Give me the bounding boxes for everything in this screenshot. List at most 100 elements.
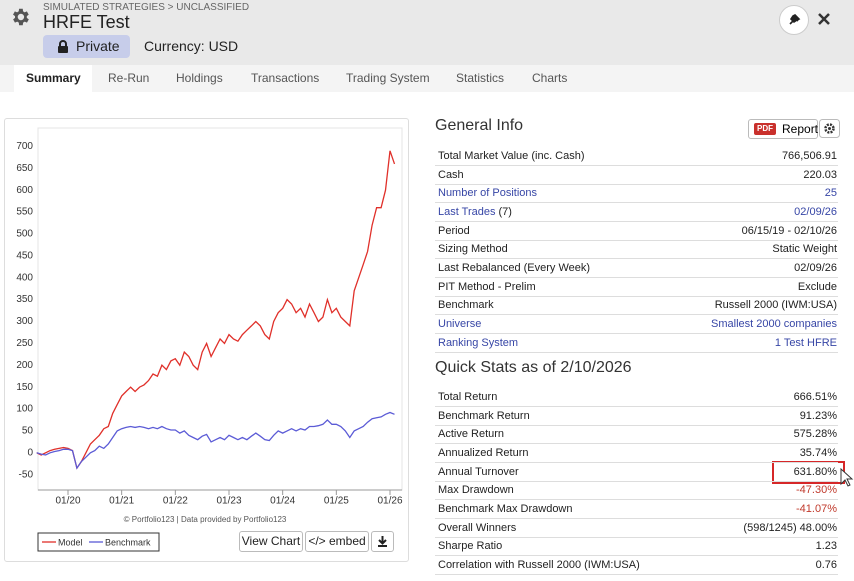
y-tick-label: 500 — [16, 229, 33, 240]
row-value: (598/1245) 48.00% — [743, 521, 837, 534]
info-row: Annualized Return 35.74% — [435, 444, 838, 463]
info-row: Sharpe Ratio 1.23 — [435, 537, 838, 557]
report-text: Report — [782, 122, 819, 136]
info-row: Total Market Value (inc. Cash) 766,506.91 — [435, 147, 838, 166]
y-tick-label: -50 — [19, 469, 34, 480]
series-line — [36, 150, 396, 470]
tab[interactable]: Re-Run — [108, 71, 150, 85]
currency: Currency: USD — [144, 38, 239, 54]
row-value[interactable]: 1 Test HFRE — [774, 336, 837, 349]
label-text: Sharpe Ratio — [438, 540, 503, 553]
info-row: Correlation with Russell 2000 (IWM:USA) 0… — [435, 556, 838, 575]
row-label: Number of Positions — [438, 184, 537, 202]
pin-button[interactable] — [779, 5, 809, 35]
label-text[interactable]: Ranking System — [438, 336, 519, 349]
row-value: Russell 2000 (IWM:USA) — [714, 299, 837, 312]
label-text: Benchmark — [438, 299, 494, 312]
label-text: Sizing Method — [438, 243, 508, 256]
info-row: Benchmark Max Drawdown -41.07% — [435, 500, 838, 519]
private-badge[interactable]: Private — [43, 35, 130, 58]
row-label: Sharpe Ratio — [438, 537, 502, 555]
label-text: Annual Turnover — [438, 465, 519, 478]
info-row: Total Return 666.51% — [435, 388, 838, 407]
info-row: Benchmark Russell 2000 (IWM:USA) — [435, 296, 838, 316]
x-tick-label: 01/21 — [109, 496, 134, 507]
chart: -50 0 50 100 150 200 250 300 350 400 450 500 550 600 6… — [16, 127, 403, 552]
row-value[interactable]: 02/09/26 — [794, 205, 837, 218]
lock-icon — [58, 40, 68, 53]
close-button[interactable] — [816, 11, 832, 27]
label-text: Cash — [438, 168, 464, 181]
info-row: Max Drawdown -47.30% — [435, 481, 838, 501]
row-label: Max Drawdown — [438, 481, 514, 499]
row-value[interactable]: Smallest 2000 companies — [711, 317, 837, 330]
row-label: Universe — [438, 315, 481, 333]
report-button[interactable]: PDF Report — [748, 119, 818, 139]
row-value: 666.51% — [793, 391, 837, 403]
info-row: Universe Smallest 2000 companies — [435, 315, 838, 334]
label-text: Benchmark Return — [438, 409, 530, 422]
label-text: Annualized Return — [438, 446, 529, 459]
row-label: Sizing Method — [438, 240, 508, 258]
row-value: 02/09/26 — [794, 261, 837, 274]
tab[interactable]: Charts — [532, 71, 568, 85]
label-text[interactable]: Number of Positions — [438, 187, 538, 200]
y-tick-label: 650 — [16, 163, 33, 174]
y-tick-label: 600 — [16, 185, 33, 196]
info-row: Period 06/15/19 - 02/10/26 — [435, 222, 838, 241]
section-title: Quick Stats as of 2/10/2026 — [435, 359, 632, 376]
view-chart-button[interactable]: View Chart — [239, 531, 303, 552]
label-text: Max Drawdown — [438, 484, 514, 497]
info-row: Benchmark Return 91.23% — [435, 407, 838, 426]
row-value[interactable]: 25 — [824, 187, 837, 200]
y-tick-label: 50 — [22, 426, 34, 437]
tab[interactable]: Statistics — [456, 71, 505, 85]
row-label: Active Return — [438, 425, 504, 443]
info-row: Last Rebalanced (Every Week) 02/09/26 — [435, 259, 838, 278]
label-text: Total Return — [438, 391, 498, 403]
tab[interactable]: Transactions — [251, 71, 320, 85]
pin-icon — [789, 14, 801, 25]
report-settings[interactable] — [819, 119, 840, 138]
row-label: Annual Turnover — [438, 463, 519, 481]
label-text: Period — [438, 224, 470, 237]
row-value: 0.76 — [815, 558, 837, 571]
y-tick-label: 150 — [16, 382, 33, 393]
legend-label: Benchmark — [105, 537, 151, 547]
row-label: Benchmark Max Drawdown — [438, 500, 573, 518]
info-row: Active Return 575.28% — [435, 425, 838, 445]
header: SIMULATED STRATEGIES > UNCLASSIFIED HRFE… — [0, 0, 854, 65]
row-label: Benchmark Return — [438, 407, 530, 425]
label-text: Benchmark Max Drawdown — [438, 502, 573, 515]
info-row: Sizing Method Static Weight — [435, 240, 838, 260]
label-text: Correlation with Russell 2000 (IWM:USA) — [438, 558, 640, 571]
label-text[interactable]: Universe — [438, 317, 482, 330]
x-tick-label: 01/20 — [55, 496, 80, 507]
row-value: 91.23% — [799, 409, 837, 422]
embed-button[interactable]: </> embed — [305, 531, 369, 552]
tab[interactable]: Summary — [14, 65, 92, 92]
download-icon — [378, 536, 387, 547]
tab[interactable]: Holdings — [176, 71, 223, 85]
label-text[interactable]: Last Trades — [438, 205, 496, 218]
row-label: Overall Winners — [438, 519, 516, 537]
row-value: 220.03 — [803, 168, 837, 181]
tab[interactable]: Trading System — [346, 71, 430, 85]
row-value: 766,506.91 — [781, 150, 837, 162]
label-text: Active Return — [438, 428, 505, 441]
badge-text: Private — [76, 38, 120, 54]
settings-icon[interactable] — [9, 6, 31, 28]
plot-area — [37, 127, 403, 491]
download-button[interactable] — [371, 531, 394, 552]
x-tick-label: 01/24 — [270, 496, 295, 507]
y-tick-label: 350 — [16, 294, 33, 305]
y-tick-label: 100 — [16, 404, 33, 415]
row-value: 06/15/19 - 02/10/26 — [741, 224, 837, 237]
label-text: Overall Winners — [438, 521, 517, 534]
row-label: PIT Method - Prelim — [438, 278, 536, 296]
y-tick-label: 250 — [16, 338, 33, 349]
row-value: 35.74% — [799, 446, 837, 459]
breadcrumb[interactable]: SIMULATED STRATEGIES > UNCLASSIFIED — [43, 2, 250, 13]
label-text: Last Rebalanced (Every Week) — [438, 261, 591, 274]
